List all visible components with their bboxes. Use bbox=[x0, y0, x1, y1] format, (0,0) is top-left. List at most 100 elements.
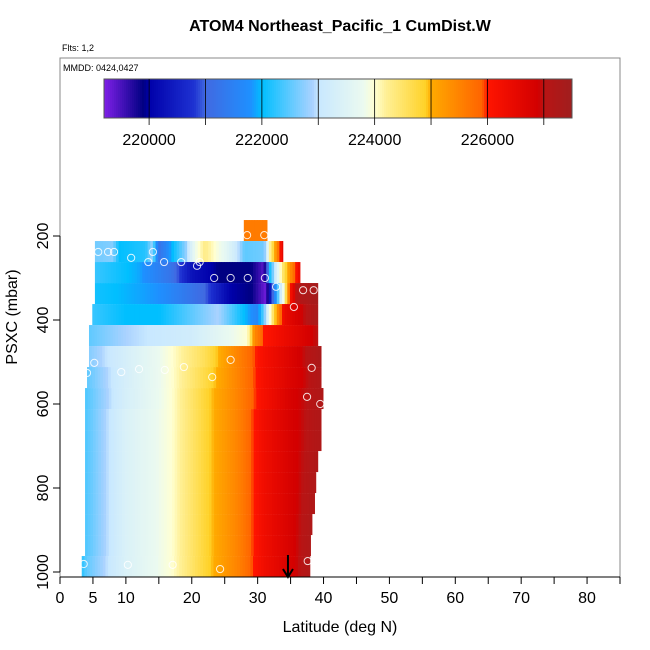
heatmap-cell bbox=[200, 556, 204, 577]
heatmap-cell bbox=[205, 262, 209, 284]
heatmap-cell bbox=[191, 346, 195, 368]
heatmap-cell bbox=[98, 514, 102, 536]
heatmap-cell bbox=[132, 409, 136, 431]
heatmap-cell bbox=[189, 241, 194, 263]
heatmap-cell bbox=[211, 388, 215, 410]
heatmap-cell bbox=[135, 472, 139, 494]
heatmap-cell bbox=[234, 304, 238, 326]
heatmap-cell bbox=[280, 535, 284, 557]
heatmap-cell bbox=[120, 346, 124, 368]
heatmap-cell bbox=[211, 430, 215, 452]
heatmap-cell bbox=[179, 283, 183, 305]
heatmap-cell bbox=[105, 304, 109, 326]
heatmap-cell bbox=[280, 493, 284, 515]
heatmap-cell bbox=[206, 535, 210, 557]
colorbar-swatch bbox=[328, 79, 331, 118]
heatmap-cell bbox=[208, 472, 213, 494]
heatmap-cell bbox=[208, 409, 213, 431]
colorbar-swatch bbox=[270, 79, 273, 118]
heatmap-cell bbox=[282, 514, 286, 536]
heatmap-cell bbox=[218, 325, 222, 347]
heatmap-cell bbox=[210, 262, 215, 284]
heatmap-cell bbox=[87, 388, 91, 410]
colorbar-swatch bbox=[548, 79, 551, 118]
heatmap-cell bbox=[127, 514, 131, 536]
heatmap-cell bbox=[295, 493, 300, 515]
heatmap-cell bbox=[124, 493, 128, 515]
heatmap-cell bbox=[266, 514, 271, 536]
observation-point bbox=[289, 302, 298, 312]
heatmap-cell bbox=[222, 430, 226, 452]
heatmap-cell bbox=[242, 241, 246, 263]
heatmap-cell bbox=[116, 304, 120, 326]
colorbar-swatch bbox=[392, 79, 395, 118]
heatmap-cell bbox=[216, 535, 221, 557]
heatmap-cell bbox=[169, 535, 173, 557]
heatmap-cell bbox=[245, 451, 250, 473]
heatmap-cell bbox=[229, 451, 234, 473]
heatmap-cell bbox=[237, 367, 241, 389]
heatmap-cell bbox=[214, 451, 218, 473]
heatmap-cell bbox=[103, 493, 107, 515]
heatmap-cell bbox=[150, 430, 155, 452]
heatmap-cell bbox=[129, 367, 133, 389]
heatmap-cell bbox=[145, 535, 149, 557]
colorbar-swatch bbox=[414, 79, 417, 118]
heatmap-cell bbox=[226, 367, 230, 389]
heatmap-cell bbox=[144, 556, 149, 577]
heatmap-cell bbox=[85, 493, 89, 515]
heatmap-cell bbox=[179, 451, 184, 473]
heatmap-cell bbox=[100, 388, 105, 410]
colorbar-swatch bbox=[232, 79, 235, 118]
heatmap-cell bbox=[88, 346, 93, 368]
heatmap-cell bbox=[299, 325, 304, 347]
heatmap-cell bbox=[297, 283, 302, 305]
heatmap-cell bbox=[203, 409, 207, 431]
colorbar-swatch bbox=[422, 79, 425, 118]
colorbar-swatch bbox=[510, 79, 513, 118]
heatmap-cell bbox=[139, 304, 143, 326]
colorbar-swatch bbox=[240, 79, 243, 118]
heatmap-cell bbox=[100, 472, 105, 494]
heatmap-cell bbox=[150, 304, 154, 326]
heatmap-cell bbox=[256, 514, 260, 536]
colorbar-swatch bbox=[450, 79, 453, 118]
heatmap-cell bbox=[161, 451, 165, 473]
heatmap-cell bbox=[213, 262, 217, 284]
heatmap-cell bbox=[314, 409, 318, 431]
heatmap-cell bbox=[202, 304, 207, 326]
heatmap-cell bbox=[176, 556, 180, 577]
heatmap-cell bbox=[232, 472, 236, 494]
heatmap-cell bbox=[278, 346, 282, 368]
heatmap-cell bbox=[179, 367, 183, 389]
heatmap-cell bbox=[272, 451, 276, 473]
heatmap-cell bbox=[140, 430, 144, 452]
heatmap-cell bbox=[276, 304, 280, 326]
heatmap-cell bbox=[158, 283, 162, 305]
heatmap-cell bbox=[179, 409, 184, 431]
heatmap-cell bbox=[187, 472, 192, 494]
colorbar-swatch bbox=[516, 79, 519, 118]
heatmap-cell bbox=[98, 388, 102, 410]
heatmap-cell bbox=[276, 283, 280, 305]
heatmap-cell bbox=[232, 451, 236, 473]
heatmap-cell bbox=[214, 430, 218, 452]
colorbar-swatch bbox=[200, 79, 203, 118]
colorbar-swatch bbox=[146, 79, 149, 118]
colorbar-swatch bbox=[332, 79, 335, 118]
heatmap-cell bbox=[144, 346, 148, 368]
heatmap-cell bbox=[149, 325, 153, 347]
heatmap-cell bbox=[263, 283, 267, 305]
heatmap-cell bbox=[282, 472, 286, 494]
heatmap-cell bbox=[171, 241, 175, 263]
heatmap-cell bbox=[129, 493, 134, 515]
heatmap-cell bbox=[313, 304, 317, 326]
heatmap-cell bbox=[121, 241, 125, 263]
heatmap-cell bbox=[266, 388, 271, 410]
colorbar-swatch bbox=[248, 79, 251, 118]
heatmap-cell bbox=[272, 514, 276, 536]
heatmap-cell bbox=[271, 367, 275, 389]
heatmap-cell bbox=[262, 346, 267, 368]
